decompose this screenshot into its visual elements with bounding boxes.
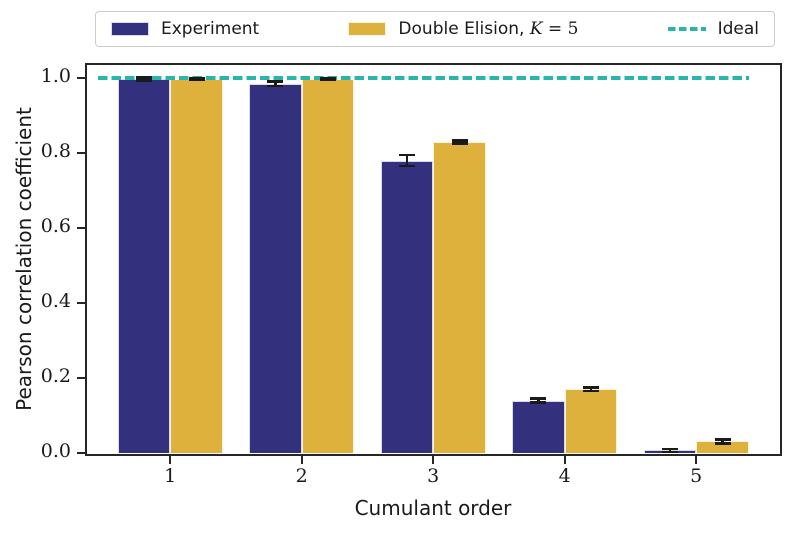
- error-bar-cap: [188, 76, 205, 80]
- y-tick-mark: [77, 451, 85, 455]
- error-bar: [589, 387, 593, 392]
- error-bar: [668, 448, 672, 452]
- x-tick-label: 3: [427, 465, 440, 487]
- bar-double-elision-4: [564, 389, 618, 453]
- error-bar: [721, 439, 724, 444]
- bar-double-elision-2: [301, 79, 355, 453]
- legend-label-double-elision: Double Elision, K = 5: [398, 19, 579, 39]
- error-bar-cap: [583, 389, 599, 393]
- error-bar-cap: [398, 164, 415, 168]
- ideal-dashed-line-icon: [667, 27, 706, 31]
- error-bar-cap: [320, 78, 336, 82]
- error-bar-cap: [714, 441, 731, 445]
- x-tick-mark: [300, 456, 303, 464]
- error-bar-cap: [451, 138, 468, 142]
- legend-label-experiment: Experiment: [161, 19, 260, 39]
- y-tick-mark: [77, 376, 85, 380]
- error-bar-cap: [188, 78, 205, 81]
- error-bar-cap: [451, 141, 468, 145]
- error-bar-cap: [530, 401, 547, 404]
- error-bar-cap: [661, 447, 678, 451]
- plot-area: 0.0 0.2 0.4 0.6 0.8 1.0 1 2 3 4 5: [41, 63, 782, 487]
- bar-double-elision-1: [170, 78, 223, 453]
- x-tick-label: 5: [690, 465, 703, 487]
- ideal-reference-line: [97, 76, 749, 80]
- legend-label-ideal: Ideal: [717, 19, 759, 39]
- x-tick-label: 4: [558, 465, 571, 487]
- double-elision-swatch-icon: [348, 22, 387, 36]
- legend-entry-ideal: Ideal: [667, 19, 759, 39]
- error-bar-cap: [583, 386, 599, 389]
- bar-double-elision-3: [433, 141, 486, 453]
- legend-entry-double-elision: Double Elision, K = 5: [348, 19, 578, 39]
- y-tick-mark: [77, 151, 85, 155]
- x-tick-mark: [169, 456, 172, 464]
- legend: Experiment Double Elision, K = 5 Ideal: [95, 11, 775, 47]
- error-bar: [458, 140, 461, 144]
- y-tick-label: 0.4: [40, 290, 71, 312]
- x-tick-mark: [695, 456, 698, 464]
- y-tick-mark: [77, 226, 85, 230]
- error-bar-cap: [661, 450, 678, 454]
- y-axis-label: Pearson correlation coefficient: [12, 107, 36, 411]
- x-tick-label: 1: [164, 465, 177, 487]
- error-bar-cap: [530, 397, 547, 400]
- error-bar-cap: [135, 79, 152, 82]
- error-bar: [274, 81, 277, 86]
- y-tick-label: 0.6: [40, 215, 71, 237]
- x-tick-mark: [432, 456, 435, 464]
- x-tick-label: 2: [295, 465, 308, 487]
- y-tick-mark: [77, 76, 85, 80]
- bar-experiment-4: [512, 400, 565, 453]
- error-bar: [537, 398, 540, 403]
- x-axis-label: Cumulant order: [354, 496, 512, 520]
- error-bar-cap: [398, 153, 415, 157]
- x-tick-mark: [563, 456, 566, 464]
- y-tick-mark: [77, 301, 85, 305]
- y-tick-label: 0.8: [40, 140, 71, 162]
- error-bar-cap: [267, 80, 284, 83]
- y-tick-label: 1.0: [40, 65, 71, 87]
- error-bar-cap: [135, 76, 152, 79]
- legend-entry-experiment: Experiment: [111, 19, 259, 39]
- y-tick-label: 0.0: [40, 440, 71, 462]
- bar-experiment-2: [249, 83, 302, 453]
- error-bar-cap: [267, 84, 284, 88]
- bar-experiment-3: [380, 160, 434, 453]
- error-bar: [142, 77, 146, 81]
- error-bar: [405, 154, 409, 167]
- y-tick-label: 0.2: [40, 365, 71, 387]
- experiment-swatch-icon: [111, 22, 149, 36]
- bar-experiment-1: [117, 79, 171, 453]
- error-bar-cap: [320, 77, 336, 80]
- error-bar-cap: [714, 438, 731, 441]
